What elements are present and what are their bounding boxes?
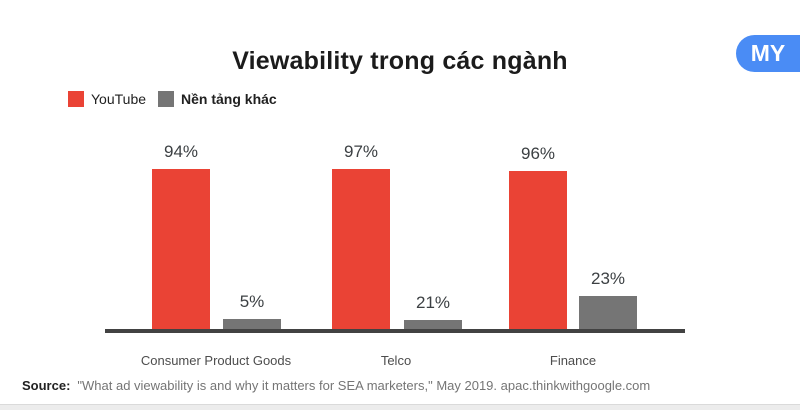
legend-label-other-platforms: Nền tảng khác (181, 91, 277, 107)
legend-item-other-platforms: Nền tảng khác (158, 91, 277, 107)
bar-other-platforms-telco (404, 320, 462, 331)
bar-youtube-consumer-product-goods (152, 169, 210, 331)
value-label-youtube-finance: 96% (520, 144, 556, 163)
value-label-youtube-telco: 97% (343, 142, 379, 161)
chart-title: Viewability trong các ngành (232, 47, 568, 75)
category-label-telco: Telco (380, 353, 412, 368)
value-label-other-platforms-consumer-product-goods: 5% (239, 292, 265, 311)
bottom-band (0, 404, 800, 410)
bar-youtube-telco (332, 169, 390, 331)
x-axis-line (105, 329, 685, 333)
country-badge-label: MY (750, 40, 786, 66)
legend: YouTube Nền tảng khác (68, 91, 277, 107)
bar-other-platforms-finance (579, 296, 637, 331)
source-text: "What ad viewability is and why it matte… (77, 378, 651, 393)
value-label-other-platforms-finance: 23% (590, 269, 626, 288)
youtube-swatch-icon (68, 91, 84, 107)
country-badge-my[interactable]: MY (736, 35, 800, 72)
category-label-consumer-product-goods: Consumer Product Goods (140, 353, 292, 368)
bar-other-platforms-consumer-product-goods (223, 319, 281, 331)
legend-item-youtube: YouTube (68, 91, 146, 107)
category-label-finance: Finance (549, 353, 597, 368)
other-platforms-swatch-icon (158, 91, 175, 107)
bar-youtube-finance (509, 171, 567, 331)
source-label: Source: (22, 378, 71, 393)
legend-label-youtube: YouTube (91, 91, 147, 107)
value-label-other-platforms-telco: 21% (415, 293, 451, 312)
value-label-youtube-consumer-product-goods: 94% (163, 142, 199, 161)
source-line: Source: "What ad viewability is and why i… (22, 378, 650, 393)
